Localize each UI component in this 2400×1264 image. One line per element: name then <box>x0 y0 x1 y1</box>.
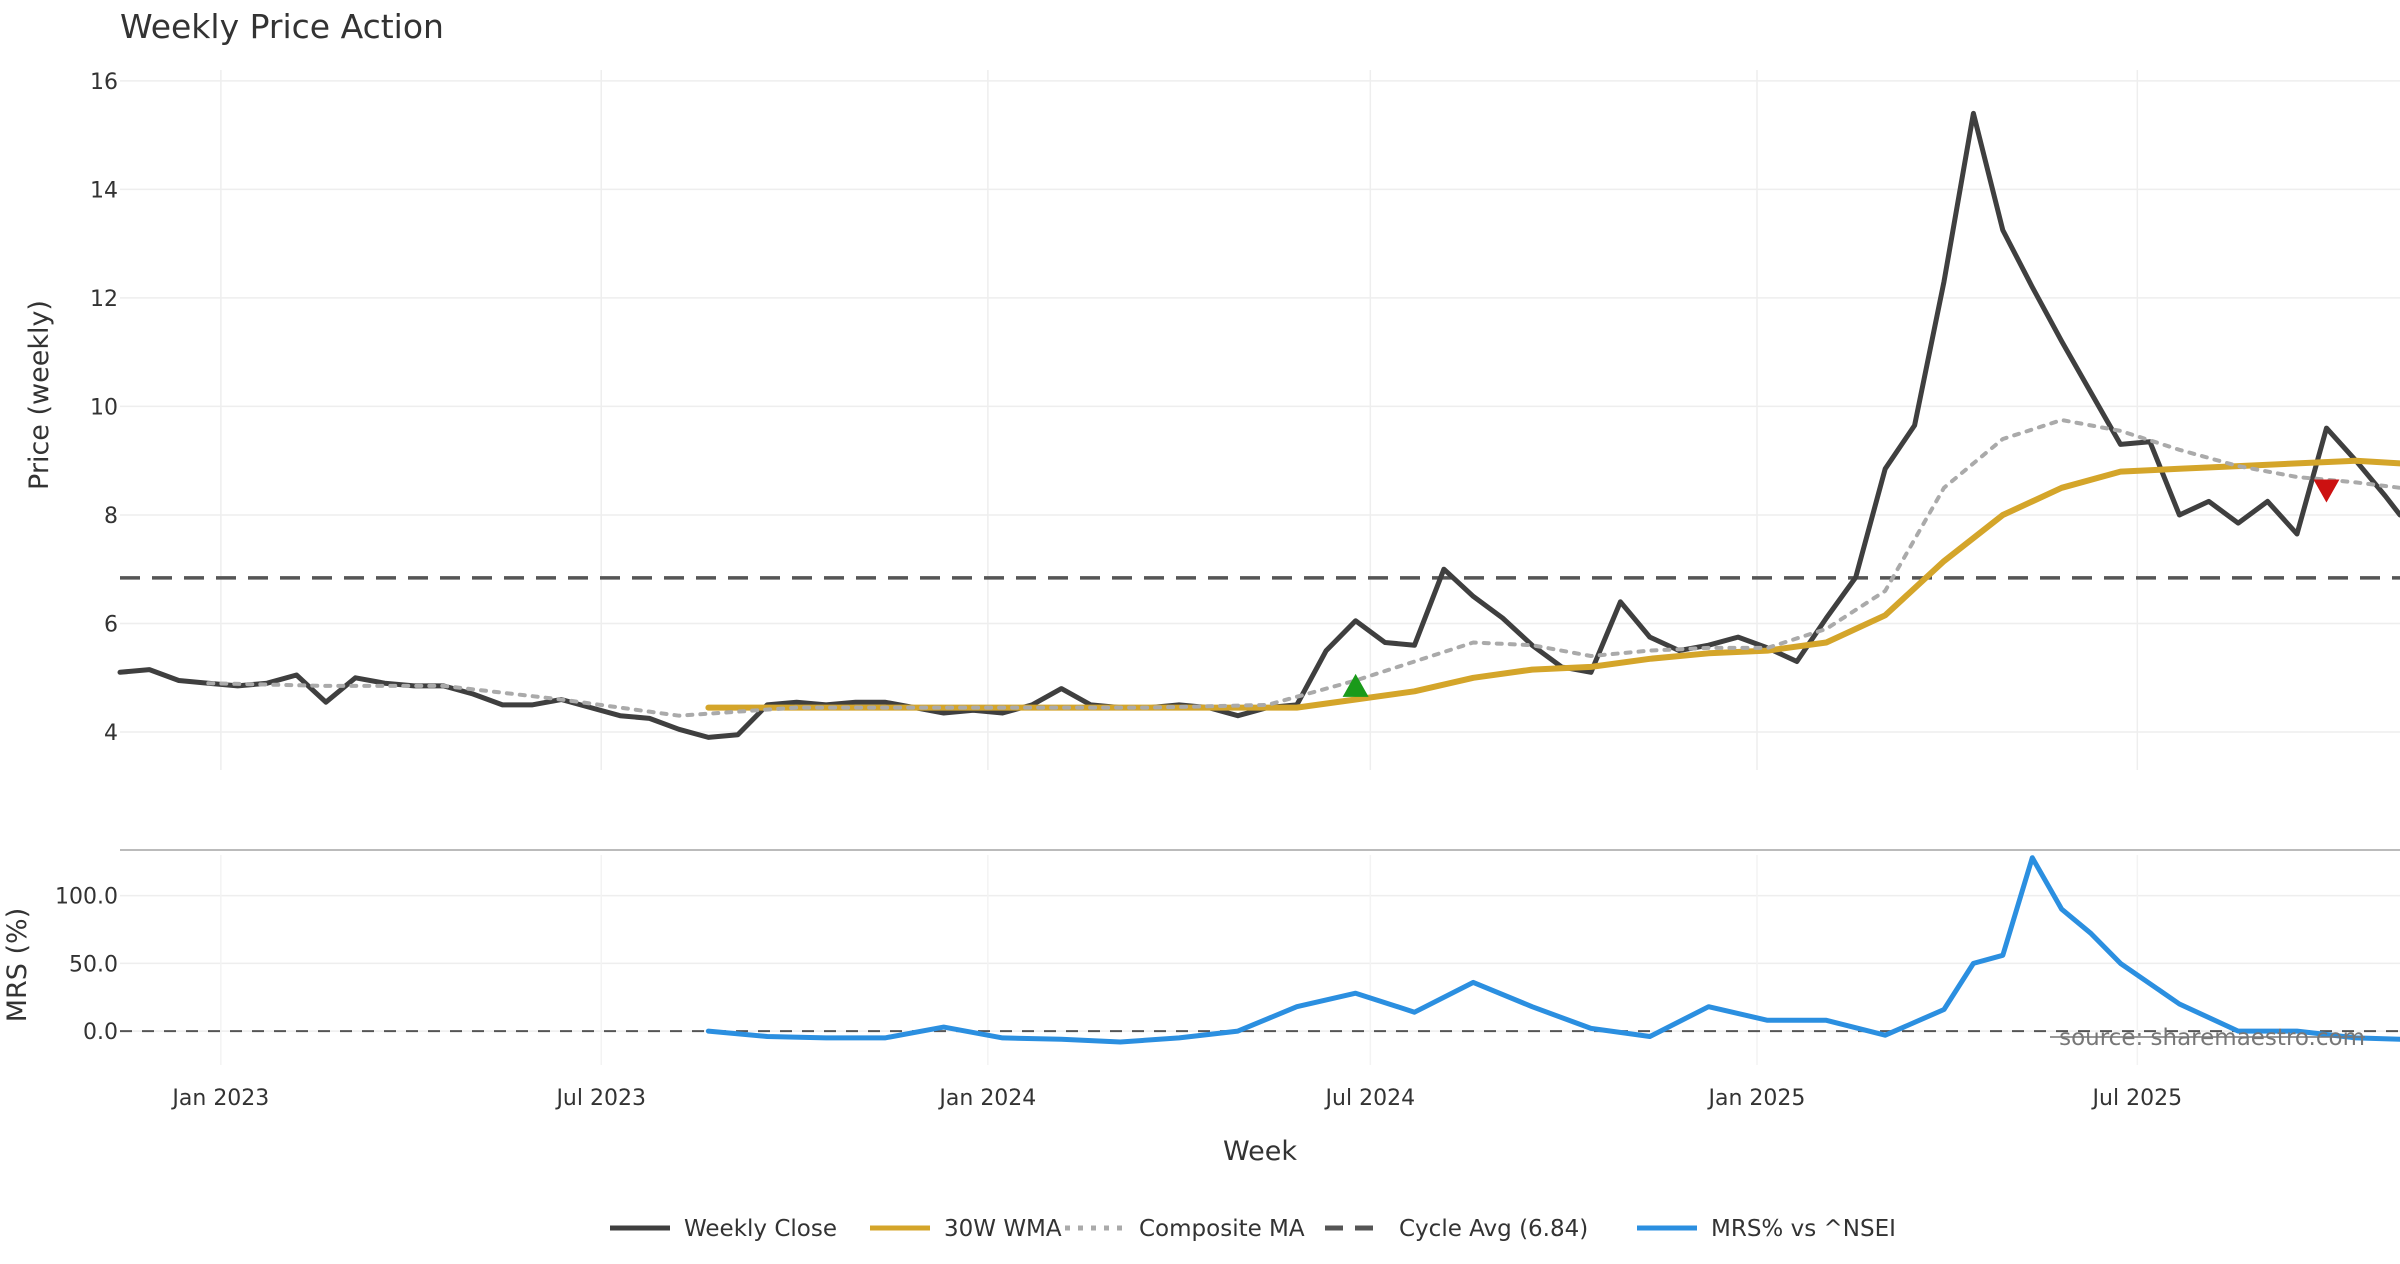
legend-label-composite-ma: Composite MA <box>1139 1216 1305 1242</box>
legend: Weekly Close 30W WMA Composite MA Cycle Avg… <box>610 1216 1896 1242</box>
legend-label-weekly-close: Weekly Close <box>684 1216 837 1242</box>
mrs-ytick-label: 100.0 <box>55 885 118 910</box>
marker-layer <box>1342 479 2340 697</box>
xtick-label: Jul 2025 <box>2091 1086 2183 1111</box>
buy-marker <box>1342 673 1369 697</box>
price-axis-title: Price (weekly) <box>24 300 55 490</box>
mrs-axis-title: MRS (%) <box>2 908 33 1023</box>
series-30w-wma <box>705 457 2400 711</box>
price-grid <box>120 70 2400 770</box>
legend-label-mrs-vs-nsei: MRS% vs ^NSEI <box>1711 1216 1896 1242</box>
chart-title: Weekly Price Action <box>120 7 444 46</box>
series-weekly-close <box>117 110 2400 740</box>
price-ytick-label: 10 <box>90 395 118 420</box>
xtick-label: Jan 2023 <box>170 1086 269 1111</box>
source-note: source: sharemaestro.com <box>2059 1025 2365 1051</box>
price-ytick-label: 6 <box>104 612 118 637</box>
price-ytick-label: 12 <box>90 287 118 312</box>
price-ytick-label: 14 <box>90 178 118 203</box>
series-composite-ma <box>206 418 2400 718</box>
legend-label-30w-wma: 30W WMA <box>944 1216 1062 1242</box>
mrs-grid <box>120 855 2400 1065</box>
x-axis-title: Week <box>1223 1136 1297 1167</box>
series-mrs-vs-nsei <box>705 855 2400 1045</box>
price-ytick-label: 4 <box>104 721 118 746</box>
xtick-label: Jul 2023 <box>554 1086 646 1111</box>
xtick-label: Jan 2024 <box>937 1086 1036 1111</box>
price-ytick-label: 8 <box>104 504 118 529</box>
xtick-label: Jul 2024 <box>1324 1086 1416 1111</box>
legend-label-cycle-avg-6-84: Cycle Avg (6.84) <box>1399 1216 1588 1242</box>
xtick-layer: Jan 2023 Jul 2023 Jan 2024 Jul 2024 Jan 2025… <box>170 1086 2182 1111</box>
xtick-label: Jan 2025 <box>1707 1086 1806 1111</box>
sell-marker <box>2313 479 2340 503</box>
mrs-ytick-label: 50.0 <box>69 952 118 977</box>
price-ytick-label: 16 <box>90 70 118 95</box>
series-layer <box>117 110 2400 1045</box>
mrs-ytick-label: 0.0 <box>83 1020 118 1045</box>
ytick-layer: 4 6 8 10 12 14 16 0.0 50.0 100.0 <box>55 70 118 1045</box>
